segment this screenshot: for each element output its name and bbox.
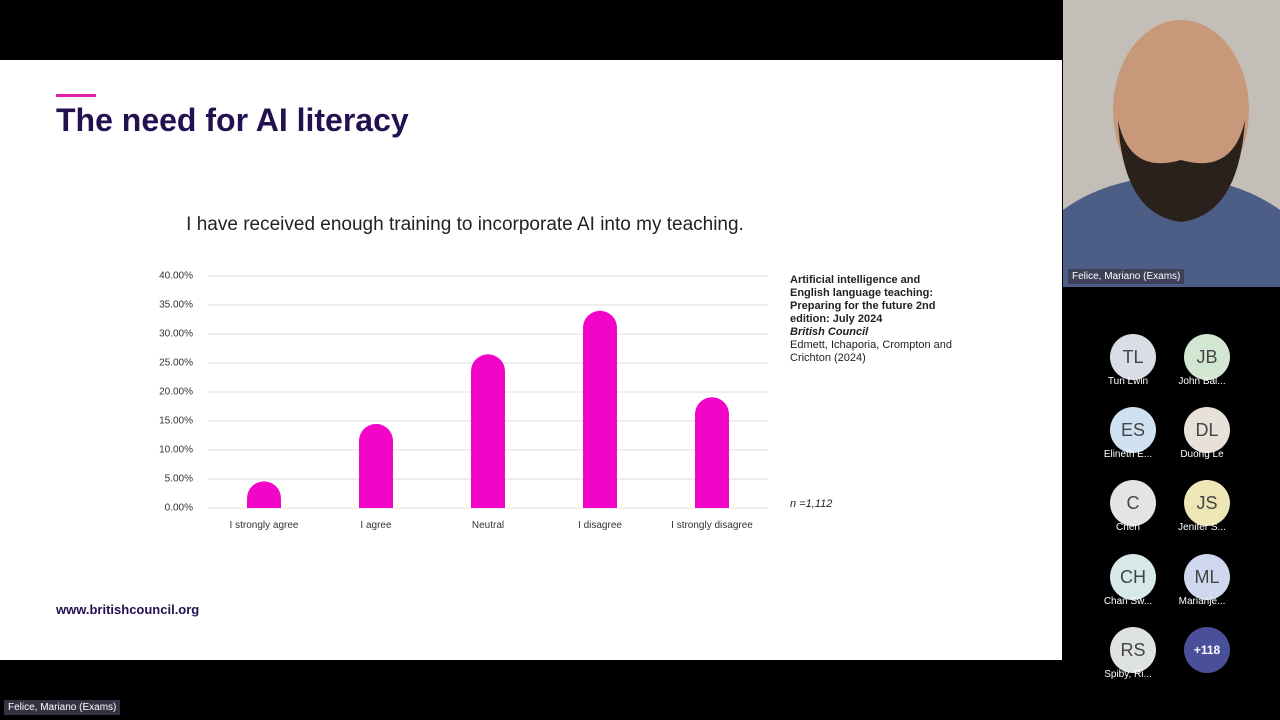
bar [471,354,505,508]
bar [359,423,393,508]
chart-title: I have received enough training to incor… [186,214,744,235]
speaker-figure [1063,0,1280,287]
x-tick-label: I agree [360,520,392,531]
y-tick-label: 0.00% [165,503,193,514]
self-name: Felice, Mariano (Exams) [4,700,121,715]
y-tick-label: 35.00% [159,300,193,311]
participant-name: Elineth E... [1103,449,1153,460]
bar [583,310,617,508]
speaker-name: Felice, Mariano (Exams) [1068,269,1185,284]
slide: The need for AI literacy I have received… [0,60,1062,660]
avatar: ML [1184,554,1230,600]
avatar: RS [1110,627,1156,673]
sample-size: n =1,112 [790,498,833,510]
participant-name: Tun Lwin [1107,376,1149,387]
x-tick-label: I strongly agree [229,520,299,531]
y-tick-label: 25.00% [159,358,193,369]
participant-name: John Bal... [1178,376,1226,387]
slide-title: The need for AI literacy [56,102,409,138]
y-tick-label: 10.00% [159,445,193,456]
more-participants[interactable]: +118 [1184,627,1230,673]
x-tick-label: I disagree [578,520,622,531]
y-tick-label: 20.00% [159,387,193,398]
source: Artificial intelligence and English lang… [790,274,955,365]
participant-name: Chan Sw... [1103,596,1153,607]
avatar: C [1110,480,1156,526]
chart: I have received enough training to incor… [159,214,768,514]
bar [695,397,729,508]
url: www.britishcouncil.org [56,602,200,617]
avatar: ES [1110,407,1156,453]
x-tick-label: I strongly disagree [671,520,753,531]
y-tick-label: 15.00% [159,416,193,427]
avatar: JB [1184,334,1230,380]
bar [247,481,281,508]
participant-name: Chen [1116,522,1140,533]
avatar: JS [1184,480,1230,526]
avatar: CH [1110,554,1156,600]
participant-name: Marianje... [1178,596,1226,607]
avatar: TL [1110,334,1156,380]
source-title: Artificial intelligence and English lang… [790,274,936,325]
speaker-video: Felice, Mariano (Exams) [1063,0,1280,287]
participant-name: Jenifer S... [1178,522,1226,533]
participant-name: Duong Le [1180,449,1224,460]
avatar: DL [1184,407,1230,453]
accent-line [56,94,96,97]
y-tick-label: 30.00% [159,329,193,340]
source-authors: Edmett, Ichaporia, Crompton and Crichton… [790,339,953,364]
source-publisher: British Council [790,326,869,338]
participant-name: Spiby, Ri... [1104,669,1152,680]
y-tick-label: 5.00% [165,474,193,485]
x-tick-label: Neutral [471,520,505,531]
y-tick-label: 40.00% [159,271,193,282]
